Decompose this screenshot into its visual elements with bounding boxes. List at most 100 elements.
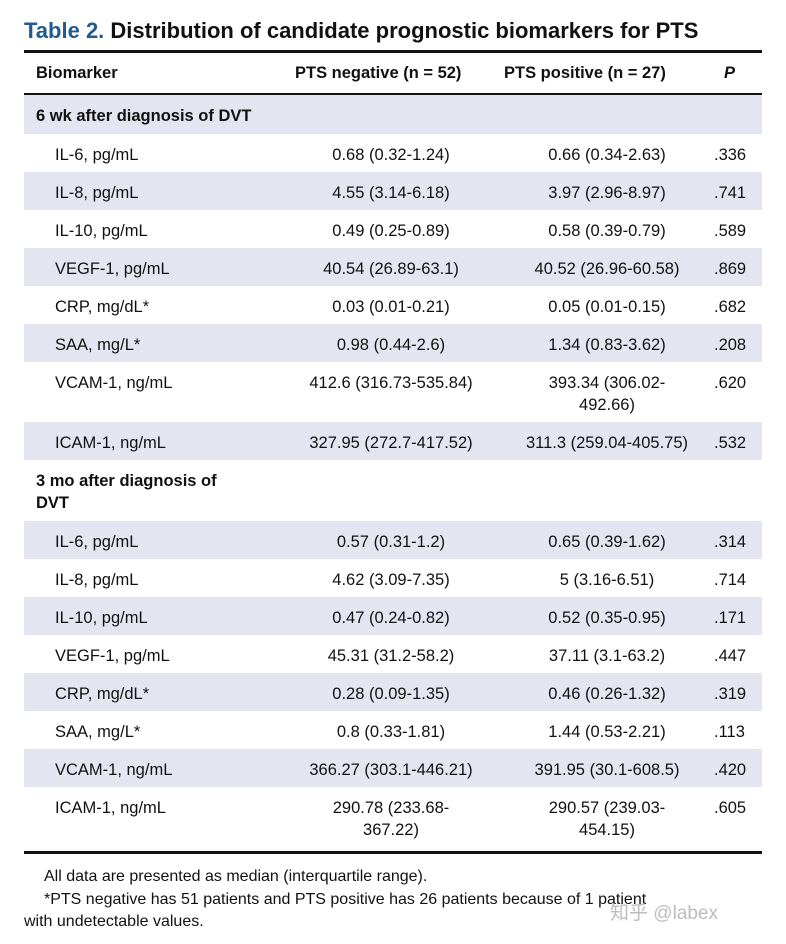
pts-positive-cell-line: 0.58 (0.39-0.79) [548,222,666,240]
table-row: IL-8, pg/mL 4.62 (3.09-7.35) 5 (3.16-6.51)… [24,559,762,597]
p-value-cell: .741 [714,184,747,202]
header-biomarker: Biomarker [36,64,118,82]
pts-negative-cell: 0.47 (0.24-0.82) [286,607,496,629]
biomarker-cell: VEGF-1, pg/mL [55,647,170,665]
pts-negative-cell-line: 0.68 (0.32-1.24) [332,146,450,164]
table-row: IL-10, pg/mL 0.47 (0.24-0.82) 0.52 (0.35-0… [24,597,762,635]
bottom-rule [24,851,762,854]
table-row: SAA, mg/L* 0.98 (0.44-2.6) 1.34 (0.83-3.62… [24,324,762,362]
pts-negative-cell: 412.6 (316.73-535.84) [286,372,496,394]
pts-positive-cell-line: 1.34 (0.83-3.62) [548,336,666,354]
pts-negative-cell: 40.54 (26.89-63.1) [286,258,496,280]
pts-positive-cell-line: 1.44 (0.53-2.21) [548,723,666,741]
p-value-cell: .319 [714,685,747,703]
biomarker-cell: IL-10, pg/mL [55,609,148,627]
pts-negative-cell-line: 0.98 (0.44-2.6) [336,336,446,354]
biomarker-cell: IL-8, pg/mL [55,571,139,589]
pts-positive-cell: 311.3 (259.04-405.75) [502,432,712,454]
biomarker-cell: VCAM-1, ng/mL [55,761,173,779]
table-row: IL-6, pg/mL 0.68 (0.32-1.24) 0.66 (0.34-2.… [24,134,762,172]
pts-negative-cell-line: 4.55 (3.14-6.18) [332,184,450,202]
section-label-line: 6 wk after diagnosis of DVT [36,107,252,125]
pts-negative-cell-line: 0.28 (0.09-1.35) [332,685,450,703]
p-value-cell: .171 [714,609,747,627]
pts-negative-cell: 0.28 (0.09-1.35) [286,683,496,705]
table-row: SAA, mg/L* 0.8 (0.33-1.81) 1.44 (0.53-2.21… [24,711,762,749]
pts-positive-cell: 0.58 (0.39-0.79) [502,220,712,242]
pts-negative-cell: 0.49 (0.25-0.89) [286,220,496,242]
pts-positive-cell: 0.05 (0.01-0.15) [502,296,712,318]
pts-negative-cell: 45.31 (31.2-58.2) [286,645,496,667]
table-body: 6 wk after diagnosis of DVT IL-6, pg/mL 0.… [24,95,762,847]
p-value-cell: .420 [714,761,747,779]
pts-positive-cell: 290.57 (239.03- 454.15) [502,797,712,841]
section-label-line: 3 mo after diagnosis of [36,472,217,490]
table-label: Table 2. [24,18,105,43]
table-row: ICAM-1, ng/mL 327.95 (272.7-417.52) 311.3 … [24,422,762,460]
header-p: P [724,64,736,82]
p-value-cell: .336 [714,146,747,164]
pts-negative-cell: 0.03 (0.01-0.21) [286,296,496,318]
pts-positive-cell: 0.65 (0.39-1.62) [502,531,712,553]
table-row: IL-10, pg/mL 0.49 (0.25-0.89) 0.58 (0.39-0… [24,210,762,248]
pts-negative-cell-line: 366.27 (303.1-446.21) [309,761,473,779]
pts-positive-cell: 393.34 (306.02- 492.66) [502,372,712,416]
pts-positive-cell: 0.66 (0.34-2.63) [502,144,712,166]
pts-negative-cell-line: 327.95 (272.7-417.52) [309,434,473,452]
table-caption: Distribution of candidate prognostic bio… [110,18,699,43]
pts-negative-cell: 0.68 (0.32-1.24) [286,144,496,166]
p-value-cell: .208 [714,336,747,354]
pts-negative-cell-line: 0.8 (0.33-1.81) [336,723,446,741]
p-value-cell: .113 [714,723,745,741]
pts-positive-cell-line: 391.95 (30.1-608.5) [534,761,680,779]
table-row: ICAM-1, ng/mL 290.78 (233.68- 367.22) 290.5… [24,787,762,847]
pts-negative-cell-line: 412.6 (316.73-535.84) [309,374,473,392]
table-header: Biomarker PTS negative (n = 52) PTS posi… [24,53,762,93]
p-value-cell: .620 [714,374,747,392]
pts-negative-cell-line: 0.57 (0.31-1.2) [336,533,446,551]
biomarker-cell: CRP, mg/dL* [55,298,150,316]
watermark: 知乎 @labex [610,903,718,924]
section-label: 6 wk after diagnosis of DVT [36,105,251,127]
pts-positive-cell: 5 (3.16-6.51) [502,569,712,591]
footnote-line-1: All data are presented as median (interq… [44,868,428,885]
pts-positive-cell: 1.34 (0.83-3.62) [502,334,712,356]
biomarker-cell: IL-6, pg/mL [55,146,139,164]
pts-positive-cell: 3.97 (2.96-8.97) [502,182,712,204]
table-row: VCAM-1, ng/mL 412.6 (316.73-535.84) 393.34… [24,362,762,422]
pts-negative-cell: 4.62 (3.09-7.35) [286,569,496,591]
p-value-cell: .447 [714,647,747,665]
pts-positive-cell: 1.44 (0.53-2.21) [502,721,712,743]
pts-negative-cell: 327.95 (272.7-417.52) [286,432,496,454]
pts-negative-cell-line: 290.78 (233.68- [332,799,450,817]
p-value-cell: .682 [714,298,747,316]
pts-negative-cell-line: 45.31 (31.2-58.2) [327,647,455,665]
p-value-cell: .869 [714,260,747,278]
pts-positive-cell: 37.11 (3.1-63.2) [502,645,712,667]
pts-positive-cell-line: 0.65 (0.39-1.62) [548,533,666,551]
pts-positive-cell-line: 290.57 (239.03- [548,799,666,817]
header-pts-positive: PTS positive (n = 27) [504,64,666,82]
header-rule [24,93,762,95]
table-row: VEGF-1, pg/mL 45.31 (31.2-58.2) 37.11 (3.1… [24,635,762,673]
table-row: CRP, mg/dL* 0.28 (0.09-1.35) 0.46 (0.26-1.… [24,673,762,711]
table-row: IL-6, pg/mL 0.57 (0.31-1.2) 0.65 (0.39-1.6… [24,521,762,559]
pts-positive-cell-line: 0.46 (0.26-1.32) [548,685,666,703]
p-value-cell: .589 [714,222,747,240]
pts-negative-cell: 290.78 (233.68- 367.22) [286,797,496,841]
biomarker-cell: IL-8, pg/mL [55,184,139,202]
p-value-cell: .532 [714,434,747,452]
pts-positive-cell: 391.95 (30.1-608.5) [502,759,712,781]
p-value-cell: .314 [714,533,747,551]
biomarker-cell: ICAM-1, ng/mL [55,799,166,817]
biomarker-cell: VEGF-1, pg/mL [55,260,170,278]
pts-negative-cell-line: 40.54 (26.89-63.1) [323,260,459,278]
pts-positive-cell: 0.52 (0.35-0.95) [502,607,712,629]
pts-negative-cell: 366.27 (303.1-446.21) [286,759,496,781]
p-value-cell: .714 [714,571,747,589]
biomarker-cell: IL-10, pg/mL [55,222,148,240]
pts-positive-cell-line: 0.66 (0.34-2.63) [548,146,666,164]
table-row: VCAM-1, ng/mL 366.27 (303.1-446.21) 391.95… [24,749,762,787]
biomarker-cell: SAA, mg/L* [55,336,141,354]
pts-positive-cell-line: 3.97 (2.96-8.97) [548,184,666,202]
